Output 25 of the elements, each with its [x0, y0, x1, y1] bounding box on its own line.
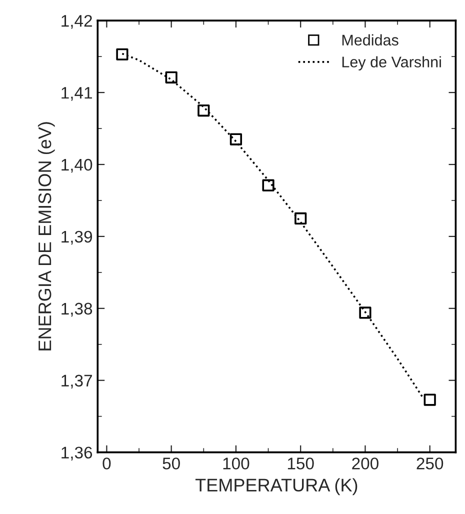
point: [359, 306, 372, 319]
x-tick-label: 100: [223, 458, 250, 470]
point: [165, 71, 178, 84]
point: [424, 394, 436, 406]
x-tick-label: 0: [102, 458, 111, 470]
legend-label: Medidas: [342, 34, 398, 46]
point: [198, 104, 210, 117]
y-tick-label: 1,36: [62, 446, 92, 460]
y-axis-title: ENERGIA DE EMISION (eV): [38, 122, 55, 350]
x-tick-label: 50: [162, 458, 180, 470]
x-axis-title: TEMPERATURA (K): [195, 478, 358, 496]
point: [262, 179, 274, 192]
point: [116, 48, 128, 60]
x-tick-label: 200: [352, 458, 378, 470]
y-tick-label: 1,41: [62, 87, 92, 101]
y-tick-label: 1,38: [62, 302, 92, 317]
point: [294, 212, 307, 225]
y-tick-label: 1,39: [62, 230, 92, 245]
x-tick-label: 150: [288, 458, 314, 470]
x-tick-label: 250: [416, 458, 444, 470]
y-tick-label: 1,40: [62, 158, 92, 173]
point: [230, 133, 242, 146]
legend-label: Ley de Varshni: [342, 56, 441, 70]
y-tick-label: 1,37: [62, 374, 92, 389]
y-tick-label: 1,42: [62, 14, 92, 29]
